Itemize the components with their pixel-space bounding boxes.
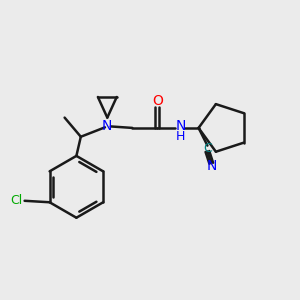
Text: O: O: [152, 94, 163, 107]
Text: N: N: [207, 159, 217, 173]
Text: H: H: [176, 130, 186, 143]
Text: Cl: Cl: [10, 194, 22, 207]
Text: C: C: [203, 142, 212, 155]
Text: N: N: [102, 119, 112, 134]
Text: N: N: [176, 119, 186, 134]
